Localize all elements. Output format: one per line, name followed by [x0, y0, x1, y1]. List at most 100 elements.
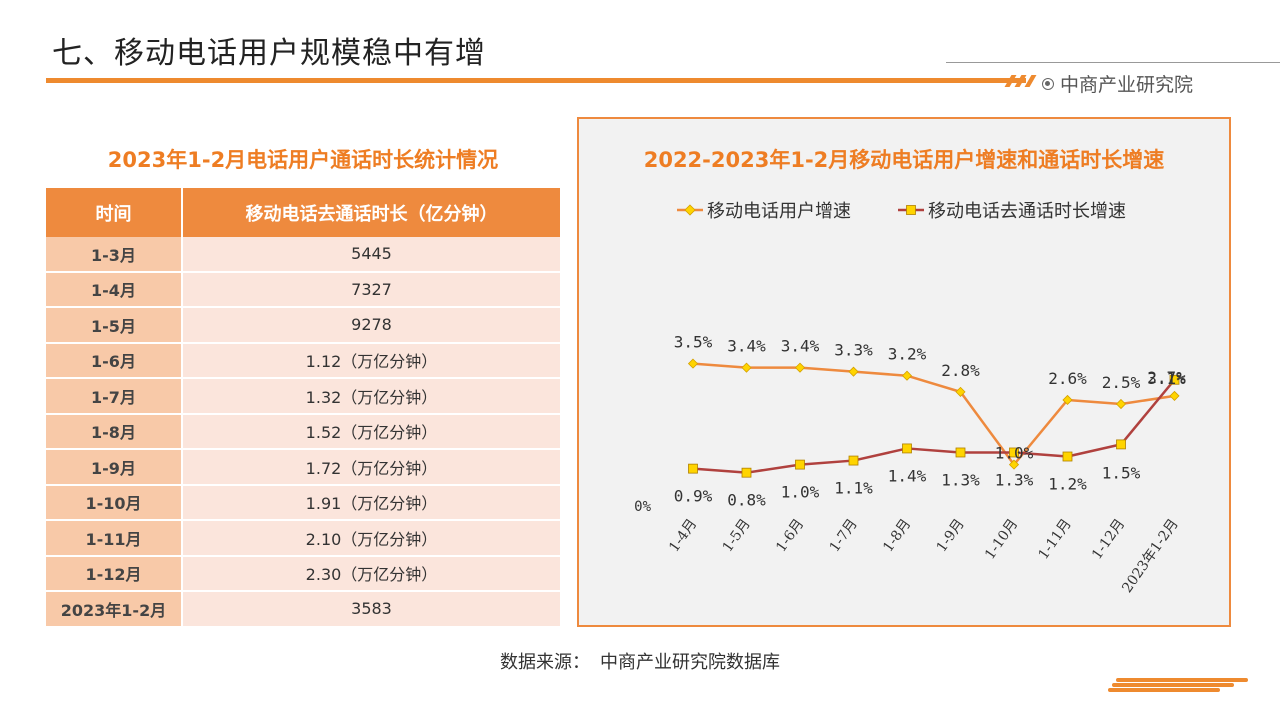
series-line-1 [692, 362, 1175, 466]
data-label-user-growth: 3.4% [781, 337, 820, 356]
source-label: 数据来源： [500, 652, 590, 673]
table-row: 1-6月 1.12（万亿分钟） [46, 342, 560, 379]
row-period: 1-4月 [46, 271, 183, 308]
target-icon [1042, 77, 1054, 90]
row-period: 1-10月 [46, 484, 183, 521]
data-label-duration-growth: 3.1% [1147, 369, 1186, 388]
row-duration: 1.52（万亿分钟） [182, 413, 560, 450]
data-point-user-growth [901, 370, 913, 381]
row-period: 1-6月 [46, 342, 183, 379]
data-source: 数据来源： 中商产业研究院数据库 [0, 648, 1280, 674]
brand-logo: 中商产业研究院 [1042, 70, 1193, 97]
row-duration: 1.91（万亿分钟） [182, 484, 560, 521]
x-tick-label: 1-7月 [827, 516, 861, 555]
data-point-duration-growth [688, 463, 698, 474]
table-row: 1-5月 9278 [46, 307, 560, 344]
row-duration: 2.30（万亿分钟） [182, 555, 560, 592]
data-point-user-growth [794, 362, 806, 373]
data-point-duration-growth [848, 455, 859, 466]
data-label-user-growth: 2.6% [1048, 369, 1087, 388]
legend-label-duration-growth: 移动电话去通话时长增速 [928, 201, 1126, 222]
data-label-user-growth: 3.2% [888, 345, 927, 364]
data-point-user-growth [1062, 394, 1073, 406]
row-period: 1-5月 [46, 307, 183, 344]
legend-label-user-growth: 移动电话用户增速 [707, 201, 851, 222]
data-point-duration-growth [1169, 374, 1180, 385]
data-point-duration-growth [741, 467, 752, 478]
row-period: 1-7月 [46, 378, 183, 415]
title-underline [46, 78, 1026, 83]
data-point-duration-growth [902, 443, 912, 454]
row-duration: 3583 [182, 591, 560, 628]
row-duration: 1.32（万亿分钟） [182, 378, 560, 415]
data-point-user-growth [687, 358, 699, 369]
series-line-2 [692, 378, 1176, 474]
data-point-user-growth [848, 366, 859, 377]
x-tick-label: 1-6月 [773, 516, 807, 555]
x-tick-label: 1-5月 [720, 516, 754, 555]
row-period: 2023年1-2月 [46, 591, 183, 628]
table-row: 1-8月 1.52（万亿分钟） [46, 413, 560, 450]
data-label-duration-growth: 1.3% [941, 470, 980, 489]
data-label-user-growth: 2.5% [1102, 373, 1141, 392]
data-point-user-growth [955, 386, 966, 397]
x-tick-label: 2023年1-2月 [1119, 516, 1182, 596]
table-header-row: 时间 移动电话去通话时长（亿分钟） [46, 188, 560, 237]
header-duration: 移动电话去通话时长（亿分钟） [182, 188, 560, 237]
row-duration: 1.12（万亿分钟） [182, 342, 560, 379]
table-row: 1-12月 2.30（万亿分钟） [46, 555, 560, 592]
page-title: 七、移动电话用户规模稳中有增 [52, 36, 486, 71]
stats-table: 时间 移动电话去通话时长（亿分钟） 1-3月 5445 1-4月 7327 1-5月 92… [46, 188, 560, 628]
row-period: 1-8月 [46, 413, 183, 450]
table-row: 1-4月 7327 [46, 271, 560, 308]
data-point-user-growth [741, 362, 752, 373]
data-point-duration-growth [1062, 451, 1073, 462]
row-period: 1-9月 [46, 449, 183, 486]
legend-marker-duration-growth [906, 205, 916, 215]
data-point-user-growth [1115, 398, 1127, 410]
data-label-user-growth: 3.4% [727, 337, 766, 356]
data-label-user-growth: 1.0% [995, 444, 1034, 463]
x-tick-label: 1-10月 [982, 516, 1021, 562]
decor-bottom-stripes [1108, 678, 1248, 692]
table-row: 1-9月 1.72（万亿分钟） [46, 449, 560, 486]
chart-panel: 2022-2023年1-2月移动电话用户增速和通话时长增速移动电话用户增速 移动电… [577, 117, 1231, 627]
data-label-duration-growth: 1.4% [888, 466, 927, 485]
table-row: 1-10月 1.91（万亿分钟） [46, 484, 560, 521]
chart-title: 2022-2023年1-2月移动电话用户增速和通话时长增速 [644, 148, 1165, 172]
data-point-duration-growth [955, 447, 966, 458]
row-period: 1-3月 [46, 237, 183, 273]
data-label-duration-growth: 1.5% [1102, 463, 1141, 482]
decor-stripes [1004, 75, 1040, 87]
x-tick-label: 1-11月 [1036, 516, 1075, 562]
row-period: 1-11月 [46, 520, 183, 557]
data-label-duration-growth: 0.8% [727, 491, 766, 510]
x-tick-label: 1-9月 [934, 516, 968, 555]
table-row: 1-3月 5445 [46, 237, 560, 273]
header-divider [946, 62, 1280, 63]
row-period: 1-12月 [46, 555, 183, 592]
data-label-duration-growth: 1.3% [995, 470, 1034, 489]
data-label-duration-growth: 0.9% [674, 487, 713, 506]
legend-marker-user-growth [684, 204, 696, 216]
row-duration: 1.72（万亿分钟） [182, 449, 560, 486]
data-point-duration-growth [1009, 447, 1019, 458]
table-row: 1-11月 2.10（万亿分钟） [46, 520, 560, 557]
data-label-duration-growth: 1.1% [834, 479, 873, 498]
table-row: 2023年1-2月 3583 [46, 591, 560, 628]
data-label-user-growth: 2.7% [1147, 368, 1186, 387]
data-label-user-growth: 3.5% [674, 333, 713, 352]
row-duration: 5445 [182, 237, 560, 273]
y-tick-label: 0% [634, 499, 651, 515]
data-point-duration-growth [795, 459, 805, 470]
data-label-duration-growth: 1.2% [1048, 475, 1087, 494]
source-text: 中商产业研究院数据库 [600, 652, 780, 673]
x-tick-label: 1-4月 [666, 516, 700, 555]
x-tick-label: 1-12月 [1089, 516, 1128, 562]
data-point-user-growth [1008, 459, 1020, 470]
brand-name: 中商产业研究院 [1060, 74, 1194, 96]
row-duration: 2.10（万亿分钟） [182, 520, 560, 557]
table-title: 2023年1-2月电话用户通话时长统计情况 [107, 148, 499, 172]
data-label-user-growth: 3.3% [834, 341, 873, 360]
